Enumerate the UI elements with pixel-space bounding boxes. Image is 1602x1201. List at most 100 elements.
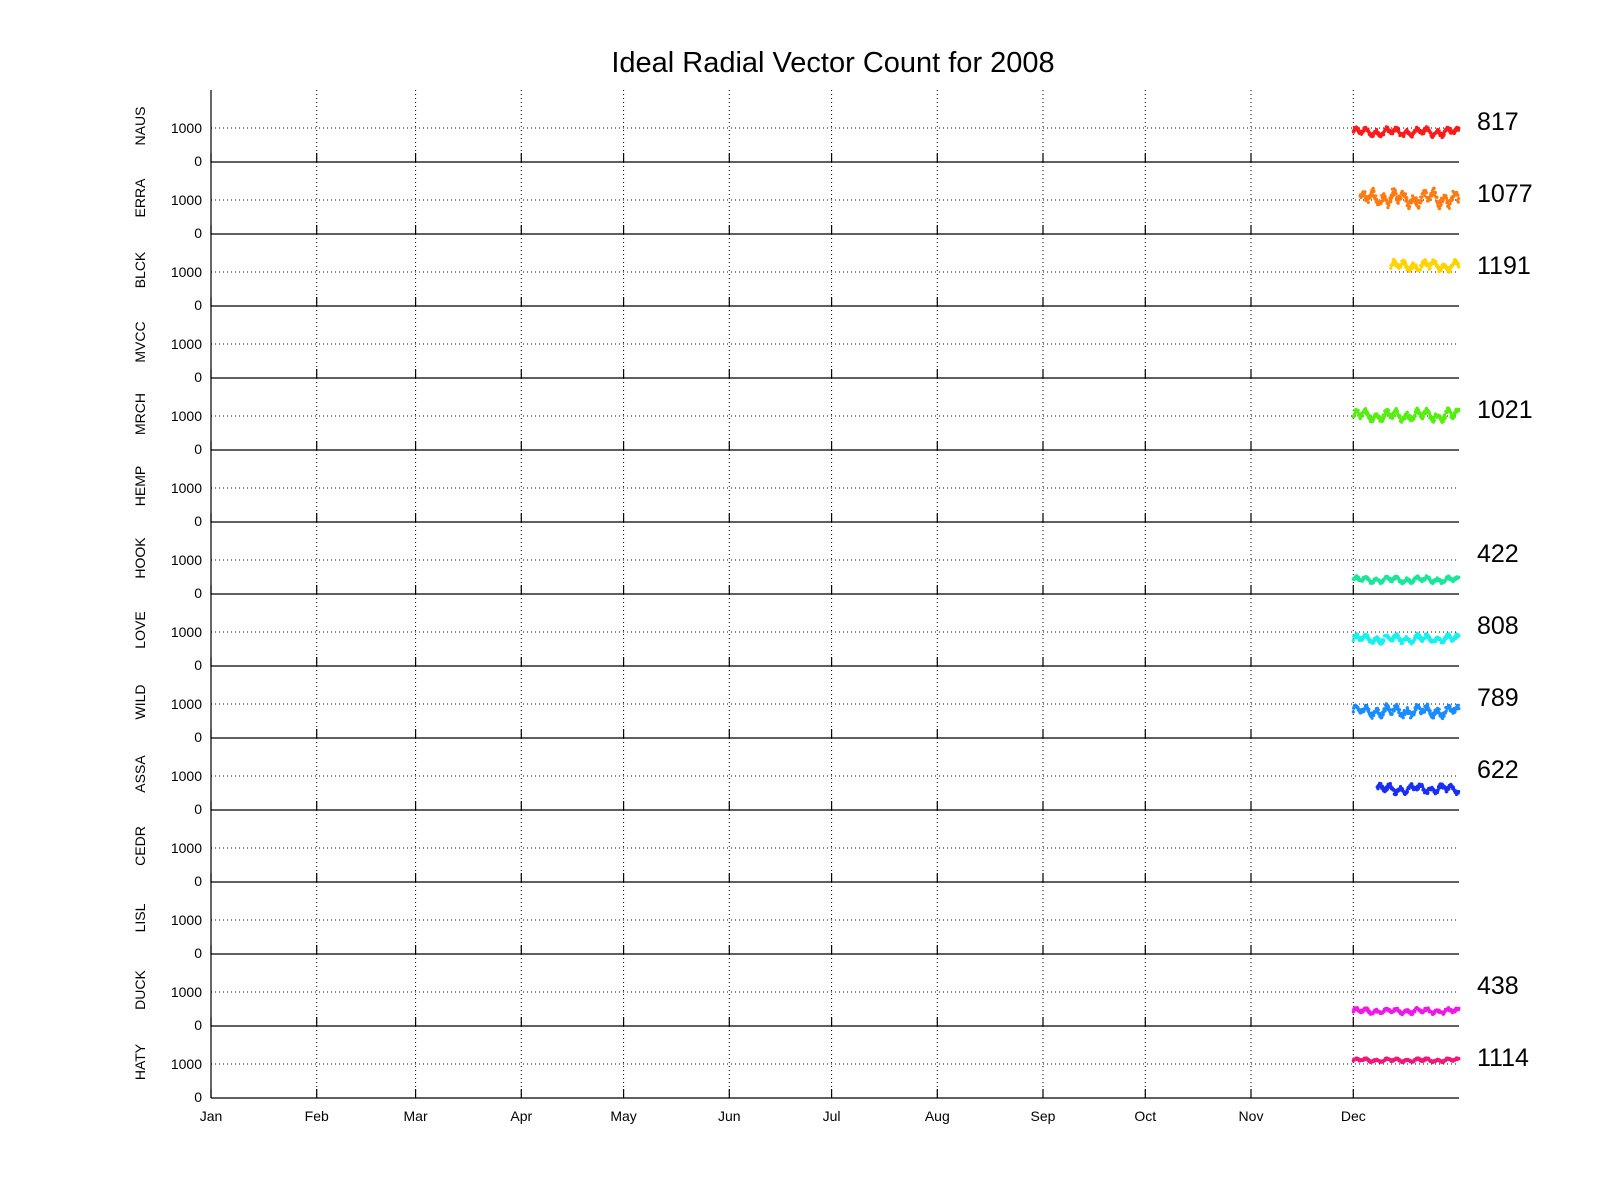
- series-wild-points: [1351, 702, 1461, 721]
- data-point: [1410, 782, 1414, 786]
- data-point: [1414, 196, 1418, 200]
- data-point: [1433, 191, 1437, 195]
- data-point: [1428, 709, 1432, 713]
- data-point: [1442, 639, 1447, 643]
- y-tick-label: 1000: [171, 696, 202, 712]
- data-point: [1413, 414, 1417, 418]
- data-point: [1457, 126, 1461, 130]
- data-point: [1426, 126, 1430, 130]
- y-tick-label: 1000: [171, 120, 202, 136]
- data-point: [1401, 716, 1405, 720]
- station-label: ASSA: [132, 755, 148, 793]
- data-point: [1437, 129, 1441, 133]
- data-point: [1412, 579, 1416, 583]
- x-tick-label: Sep: [1031, 1108, 1056, 1124]
- data-point: [1375, 197, 1379, 202]
- data-point: [1372, 189, 1376, 194]
- data-point: [1412, 417, 1416, 421]
- data-point: [1390, 712, 1394, 716]
- data-point: [1448, 704, 1452, 708]
- data-point: [1407, 413, 1411, 417]
- y-tick-label: 1000: [171, 264, 202, 280]
- y-tick-label: 0: [194, 1089, 202, 1105]
- series-duck-points: [1351, 1005, 1461, 1017]
- station-label: NAUS: [132, 107, 148, 146]
- data-point: [1359, 711, 1363, 715]
- data-point: [1445, 198, 1449, 203]
- data-point: [1449, 411, 1453, 415]
- data-point: [1424, 190, 1428, 195]
- station-label: HEMP: [132, 466, 148, 506]
- data-point: [1432, 418, 1436, 423]
- panel-assa: 1000 0 ASSA 622: [132, 738, 1519, 817]
- data-point: [1420, 265, 1424, 269]
- data-point: [1457, 265, 1461, 269]
- chart-title: Ideal Radial Vector Count for 2008: [611, 47, 1054, 79]
- panel-cedr: 1000 0 CEDR: [132, 810, 1459, 889]
- data-point: [1387, 203, 1391, 207]
- data-point: [1358, 417, 1362, 421]
- series-value-label: 1114: [1477, 1044, 1529, 1072]
- panel-blck: 1000 0 BLCK 1191: [132, 234, 1531, 313]
- station-label: CEDR: [132, 826, 148, 866]
- series-value-label: 1191: [1477, 252, 1531, 280]
- data-point: [1372, 713, 1376, 718]
- y-tick-label: 0: [194, 1017, 202, 1033]
- panel-haty: 1000 0 HATY 1114: [132, 1026, 1529, 1105]
- x-tick-label: Oct: [1134, 1108, 1156, 1124]
- data-point: [1434, 260, 1438, 264]
- data-point: [1399, 196, 1403, 200]
- data-point: [1403, 261, 1408, 265]
- station-label: HATY: [132, 1043, 148, 1080]
- station-label: LOVE: [132, 611, 148, 648]
- data-point: [1364, 125, 1368, 129]
- data-point: [1440, 716, 1445, 721]
- data-point: [1427, 411, 1431, 415]
- data-point: [1423, 194, 1427, 198]
- data-point: [1392, 414, 1396, 418]
- data-point: [1397, 128, 1401, 132]
- data-point: [1439, 269, 1443, 273]
- data-point: [1411, 1012, 1415, 1016]
- data-point: [1421, 415, 1425, 419]
- data-point: [1432, 186, 1436, 190]
- y-tick-label: 1000: [171, 480, 202, 496]
- series-value-label: 438: [1477, 972, 1519, 1000]
- data-point: [1369, 195, 1373, 199]
- data-point: [1457, 196, 1461, 200]
- series-value-label: 817: [1477, 108, 1519, 136]
- y-tick-label: 0: [194, 585, 202, 601]
- station-label: HOOK: [132, 537, 148, 579]
- data-point: [1383, 194, 1387, 198]
- x-tick-label: Nov: [1239, 1108, 1264, 1124]
- data-point: [1418, 268, 1422, 272]
- series-love-points: [1351, 631, 1461, 646]
- series-value-label: 1077: [1477, 180, 1533, 208]
- y-tick-label: 0: [194, 513, 202, 529]
- data-point: [1366, 200, 1370, 204]
- data-point: [1405, 790, 1409, 794]
- data-point: [1442, 133, 1446, 137]
- data-point: [1403, 192, 1408, 196]
- panel-wild: 1000 0 WILD 789: [132, 666, 1519, 745]
- data-point: [1457, 407, 1461, 411]
- y-tick-label: 1000: [171, 552, 202, 568]
- y-tick-label: 1000: [171, 984, 202, 1000]
- data-point: [1442, 714, 1446, 718]
- station-label: MVCC: [132, 321, 148, 362]
- data-point: [1417, 205, 1421, 209]
- data-point: [1388, 708, 1392, 712]
- data-point: [1385, 198, 1389, 202]
- data-point: [1393, 188, 1397, 192]
- data-point: [1351, 638, 1355, 643]
- data-point: [1398, 414, 1402, 418]
- data-point: [1396, 201, 1400, 205]
- data-point: [1410, 267, 1414, 271]
- data-point: [1456, 193, 1460, 197]
- y-tick-label: 0: [194, 153, 202, 169]
- data-point: [1382, 133, 1386, 137]
- data-point: [1421, 784, 1425, 789]
- data-point: [1383, 709, 1387, 713]
- data-point: [1376, 708, 1380, 712]
